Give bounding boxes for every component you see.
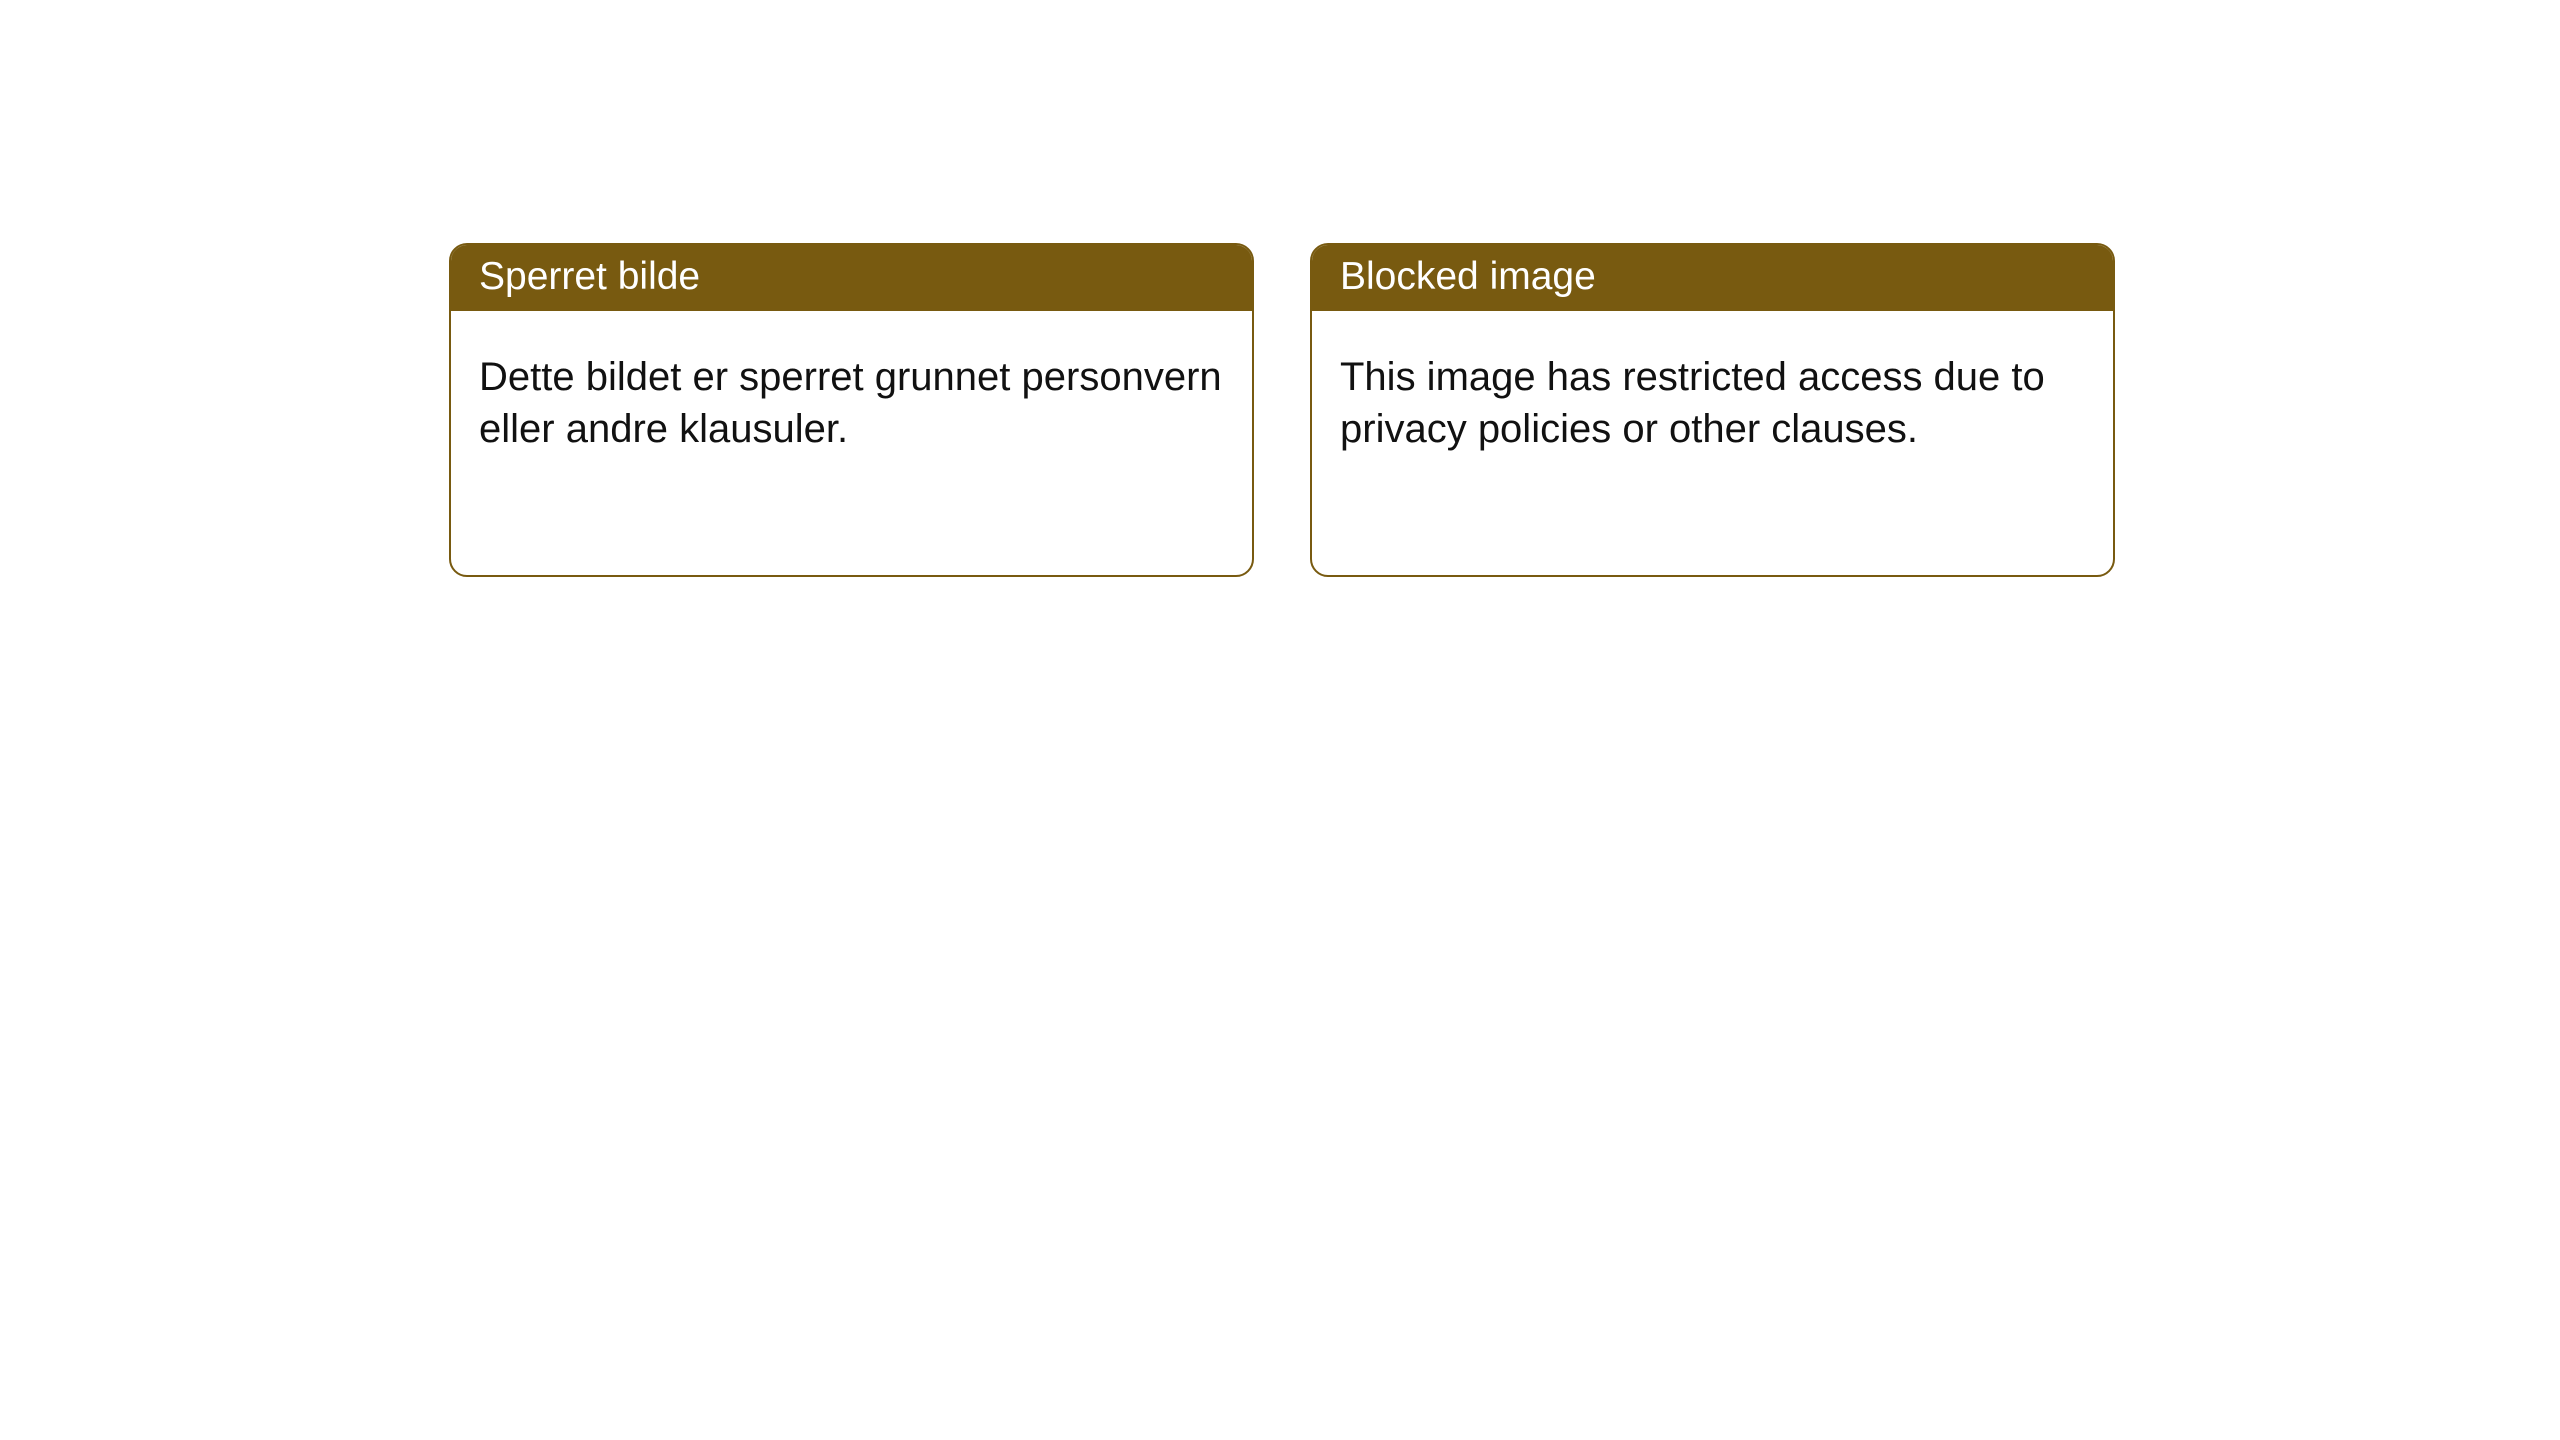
notice-card-text: Dette bildet er sperret grunnet personve… — [479, 355, 1222, 451]
notice-card-title: Blocked image — [1340, 255, 1596, 298]
notice-card-title: Sperret bilde — [479, 255, 700, 298]
notice-card-header: Blocked image — [1312, 245, 2113, 311]
notice-card-body: Dette bildet er sperret grunnet personve… — [451, 311, 1252, 483]
notice-card-body: This image has restricted access due to … — [1312, 311, 2113, 483]
notice-card-header: Sperret bilde — [451, 245, 1252, 311]
notice-card-norwegian: Sperret bilde Dette bildet er sperret gr… — [449, 243, 1254, 577]
notice-card-english: Blocked image This image has restricted … — [1310, 243, 2115, 577]
notice-card-text: This image has restricted access due to … — [1340, 355, 2045, 451]
notice-container: Sperret bilde Dette bildet er sperret gr… — [0, 0, 2560, 577]
